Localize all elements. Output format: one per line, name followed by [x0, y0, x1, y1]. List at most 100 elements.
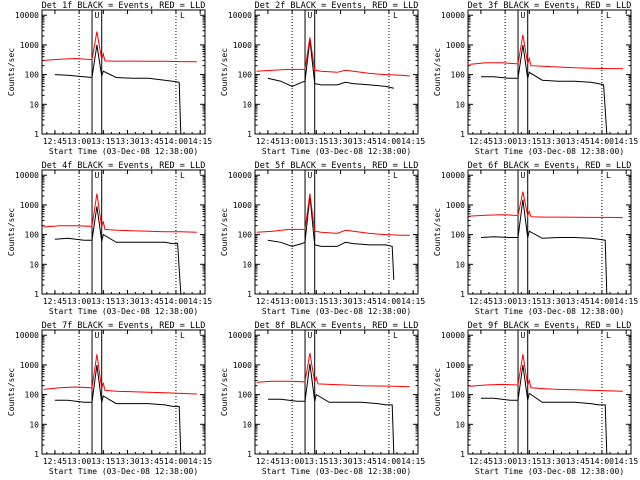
y-tick-label: 1000: [20, 41, 39, 50]
events-series-line: [267, 363, 395, 455]
y-tick-label: 1: [34, 130, 39, 139]
x-tick-label: 13:00: [280, 297, 304, 306]
x-tick-label: 13:45: [140, 137, 164, 146]
y-tick-label: 1000: [20, 361, 39, 370]
y-tick-label: 10000: [15, 11, 39, 20]
y-tick-label: 10000: [441, 331, 465, 340]
events-series-line: [54, 364, 182, 455]
x-tick-label: 14:00: [377, 297, 401, 306]
x-tick-label: 14:15: [614, 457, 638, 466]
x-tick-label: 12:45: [43, 457, 67, 466]
events-series-line: [480, 44, 608, 135]
x-tick-label: 13:00: [493, 137, 517, 146]
panel-title: Det 8f BLACK = Events, RED = LLD: [255, 321, 419, 331]
x-tick-label: 13:15: [517, 457, 541, 466]
panel-title: Det 3f BLACK = Events, RED = LLD: [468, 1, 632, 11]
y-tick-label: 1: [247, 130, 252, 139]
x-tick-label: 13:45: [353, 137, 377, 146]
y-axis-label: Counts/sec: [7, 368, 16, 416]
y-tick-label: 10: [455, 260, 465, 269]
lld-series-line: [469, 34, 623, 70]
plot-frame: [254, 9, 419, 135]
y-tick-label: 100: [451, 391, 466, 400]
x-tick-label: 14:00: [164, 137, 188, 146]
plot-frame: [41, 169, 206, 295]
x-tick-label: 13:00: [67, 137, 91, 146]
x-tick-label: 14:15: [188, 457, 212, 466]
x-tick-label: 14:15: [614, 297, 638, 306]
x-axis-label: Start Time (03-Dec-08 12:38:00): [475, 147, 624, 156]
x-tick-label: 13:15: [91, 457, 115, 466]
corner-label-u: U: [307, 331, 312, 340]
x-tick-label: 12:45: [256, 137, 280, 146]
x-axis-label: Start Time (03-Dec-08 12:38:00): [475, 467, 624, 476]
x-tick-label: 13:30: [328, 297, 352, 306]
y-tick-label: 100: [238, 71, 253, 80]
y-tick-label: 1000: [233, 201, 252, 210]
corner-label-u: U: [307, 11, 312, 20]
plot-frame: [254, 329, 419, 455]
x-tick-label: 13:00: [493, 297, 517, 306]
y-axis-label: Counts/sec: [433, 208, 442, 256]
panel-det-6: 12:45 13:00 13:15 13:30 13:45 14:00 14:15 1 10 10…: [433, 161, 638, 316]
y-tick-label: 10000: [15, 171, 39, 180]
y-axis-label: Counts/sec: [220, 48, 229, 96]
y-tick-label: 10000: [441, 11, 465, 20]
x-tick-label: 13:00: [67, 297, 91, 306]
x-tick-label: 13:45: [566, 297, 590, 306]
x-tick-label: 12:45: [43, 297, 67, 306]
events-series-line: [54, 206, 182, 295]
y-tick-label: 1: [460, 290, 465, 299]
y-axis-label: Counts/sec: [433, 368, 442, 416]
x-tick-label: 13:30: [115, 457, 139, 466]
panel-title: Det 2f BLACK = Events, RED = LLD: [255, 1, 419, 11]
y-tick-label: 100: [25, 231, 40, 240]
x-tick-label: 13:00: [280, 457, 304, 466]
x-tick-label: 12:45: [469, 457, 493, 466]
x-tick-label: 14:00: [164, 457, 188, 466]
lld-series-line: [256, 37, 410, 77]
corner-label-l: L: [606, 11, 611, 20]
y-tick-label: 100: [238, 391, 253, 400]
x-tick-label: 14:15: [401, 457, 425, 466]
events-series-line: [480, 364, 608, 455]
corner-label-l: L: [393, 171, 398, 180]
plot-frame: [254, 169, 419, 295]
events-series-line: [480, 199, 608, 295]
x-tick-label: 12:45: [256, 297, 280, 306]
corner-label-u: U: [94, 171, 99, 180]
corner-label-u: U: [520, 11, 525, 20]
x-axis-label: Start Time (03-Dec-08 12:38:00): [262, 147, 411, 156]
y-tick-label: 10000: [228, 11, 252, 20]
y-axis-label: Counts/sec: [7, 208, 16, 256]
x-tick-label: 14:00: [377, 137, 401, 146]
plot-frame: [467, 329, 632, 455]
panel-title: Det 9f BLACK = Events, RED = LLD: [468, 321, 632, 331]
x-tick-label: 13:45: [140, 297, 164, 306]
y-axis-label: Counts/sec: [433, 48, 442, 96]
events-series-line: [267, 39, 394, 89]
x-tick-label: 13:45: [566, 457, 590, 466]
x-tick-label: 14:15: [401, 137, 425, 146]
panel-title: Det 5f BLACK = Events, RED = LLD: [255, 161, 419, 171]
corner-label-u: U: [94, 11, 99, 20]
y-tick-label: 10: [242, 260, 252, 269]
y-axis-label: Counts/sec: [220, 208, 229, 256]
y-tick-label: 1000: [446, 201, 465, 210]
x-tick-label: 14:15: [401, 297, 425, 306]
y-tick-label: 1000: [233, 41, 252, 50]
y-tick-label: 1000: [20, 201, 39, 210]
y-tick-label: 1: [247, 290, 252, 299]
lld-series-line: [43, 193, 197, 233]
x-tick-label: 13:00: [493, 457, 517, 466]
corner-label-l: L: [180, 171, 185, 180]
corner-label-l: L: [606, 171, 611, 180]
x-tick-label: 12:45: [469, 137, 493, 146]
lld-series-line: [469, 354, 623, 392]
x-tick-label: 13:15: [517, 137, 541, 146]
x-tick-label: 13:30: [541, 297, 565, 306]
x-tick-label: 12:45: [469, 297, 493, 306]
y-axis-label: Counts/sec: [7, 48, 16, 96]
y-tick-label: 100: [25, 71, 40, 80]
x-tick-label: 13:45: [353, 457, 377, 466]
